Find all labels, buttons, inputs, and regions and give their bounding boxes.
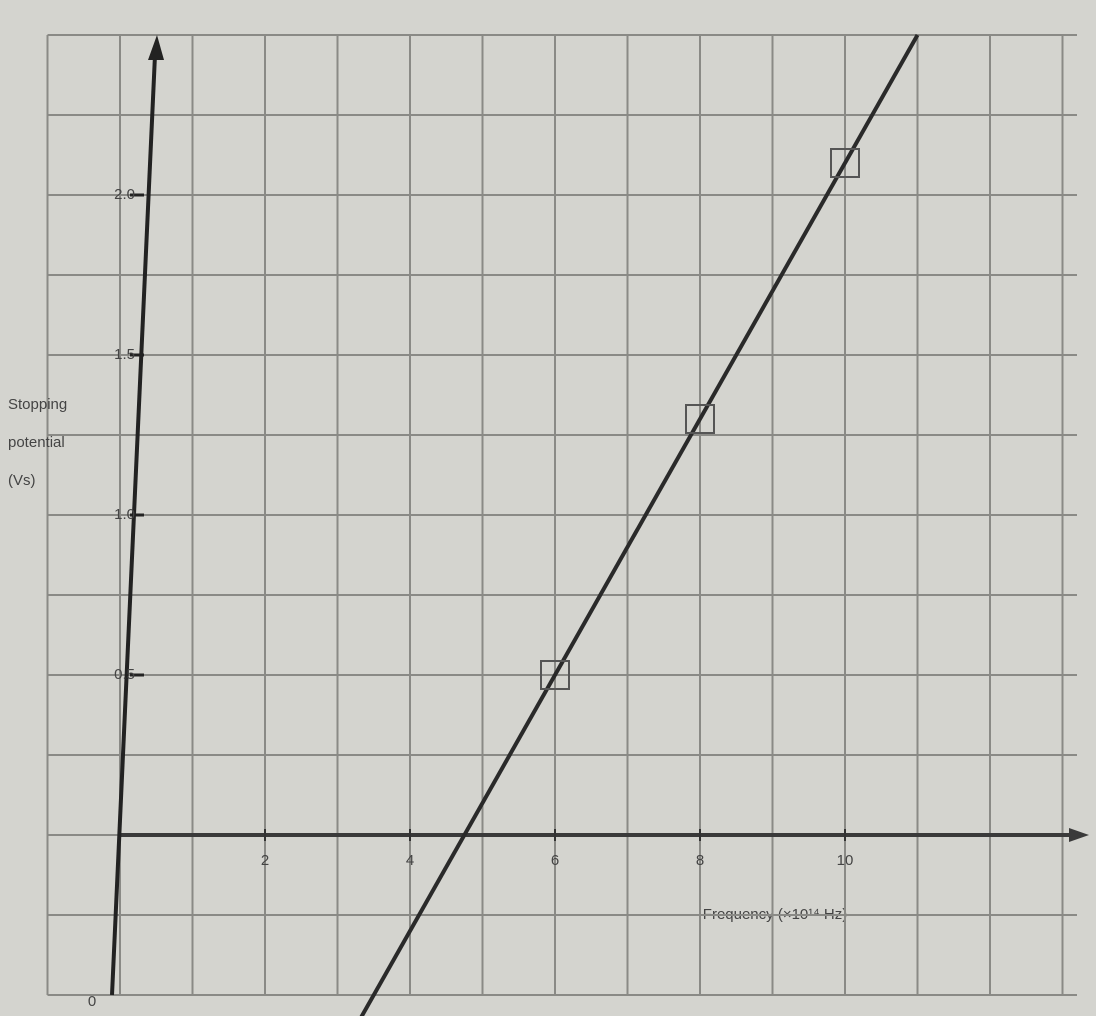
y-tick-label: 1.0 bbox=[114, 506, 135, 523]
y-tick-label: 0.5 bbox=[114, 666, 135, 683]
x-tick-label: 2 bbox=[261, 852, 269, 869]
chart: 0 Frequency (×10¹⁴ Hz) 0.51.01.52.024681… bbox=[0, 0, 1096, 1016]
paper bbox=[0, 0, 1096, 1016]
y-axis-title: Stopping bbox=[8, 396, 67, 413]
x-tick-label: 4 bbox=[406, 852, 414, 869]
y-axis-title: potential bbox=[8, 434, 65, 451]
x-tick-label: 6 bbox=[551, 852, 559, 869]
y-axis-title: (Vs) bbox=[8, 472, 36, 489]
y-tick-label: 1.5 bbox=[114, 346, 135, 363]
x-tick-label: 8 bbox=[696, 852, 704, 869]
y-tick-label: 2.0 bbox=[114, 186, 135, 203]
x-tick-label: 10 bbox=[837, 852, 854, 869]
